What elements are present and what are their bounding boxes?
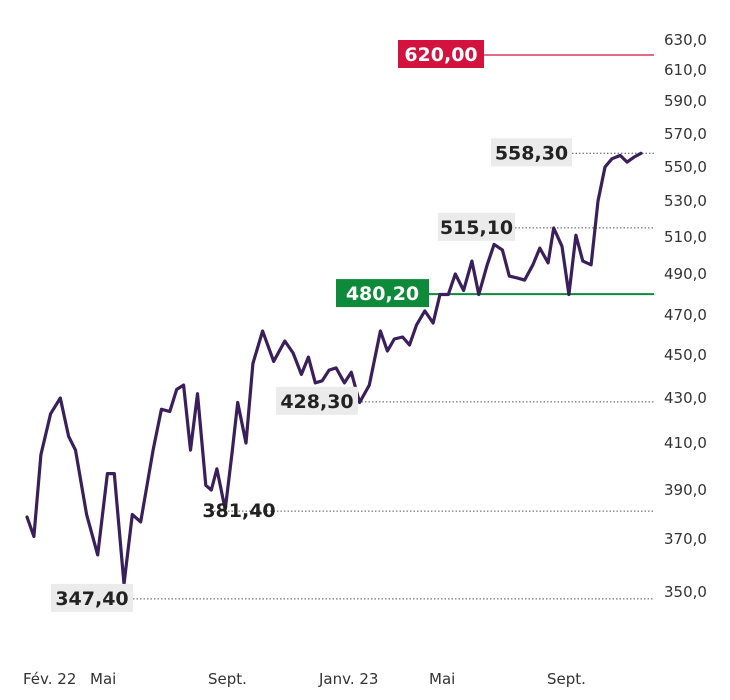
y-tick-label: 450,0 — [664, 346, 707, 364]
value-label-text: 515,10 — [440, 217, 513, 239]
x-tick-label: Sept. — [208, 670, 247, 688]
y-tick-label: 630,0 — [664, 31, 707, 49]
x-tick-label: Fév. 22 — [23, 670, 76, 688]
y-tick-label: 470,0 — [664, 306, 707, 324]
y-tick-label: 350,0 — [664, 583, 707, 601]
y-tick-label: 410,0 — [664, 434, 707, 452]
x-tick-label: Mai — [90, 670, 116, 688]
price-series-line — [25, 151, 643, 586]
value-label-box — [438, 212, 515, 241]
x-tick-label: Sept. — [547, 670, 586, 688]
value-label-text: 347,40 — [55, 588, 128, 610]
value-labels: 620,00 558,30 515,10 480,20 428,30 381,40 347,… — [51, 40, 572, 612]
reference-lines — [133, 54, 654, 600]
y-tick-label: 510,0 — [664, 228, 707, 246]
x-axis-ticks: Fév. 22 Mai Sept. Janv. 23 Mai Sept. — [23, 670, 586, 688]
y-tick-label: 370,0 — [664, 530, 707, 548]
value-label-text: 428,30 — [280, 391, 353, 413]
value-label-box — [51, 583, 133, 612]
value-label-box — [491, 138, 572, 167]
value-label-box — [398, 40, 484, 68]
y-tick-label: 490,0 — [664, 265, 707, 283]
value-label-text: 558,30 — [495, 142, 568, 164]
y-tick-label: 590,0 — [664, 92, 707, 110]
value-label-box — [276, 386, 358, 415]
y-tick-label: 570,0 — [664, 125, 707, 143]
value-label-text: 381,40 — [202, 500, 275, 522]
y-tick-label: 610,0 — [664, 61, 707, 79]
x-tick-label: Janv. 23 — [318, 670, 378, 688]
y-tick-label: 390,0 — [664, 481, 707, 499]
y-tick-label: 430,0 — [664, 389, 707, 407]
y-axis-ticks: 630,0 610,0 590,0 570,0 550,0 530,0 510,0 490,0… — [664, 31, 707, 601]
y-tick-label: 550,0 — [664, 158, 707, 176]
x-tick-label: Mai — [429, 670, 455, 688]
value-label-text: 620,00 — [404, 44, 477, 66]
value-label-text: 480,20 — [346, 283, 419, 305]
y-tick-label: 530,0 — [664, 192, 707, 210]
value-label-box — [336, 279, 429, 308]
